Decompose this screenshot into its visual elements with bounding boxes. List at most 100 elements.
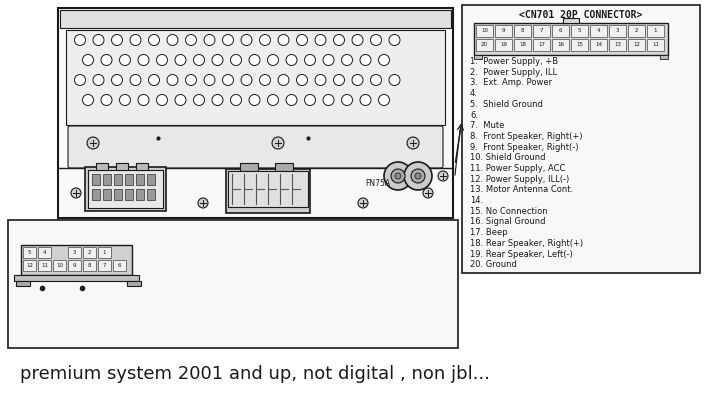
Circle shape xyxy=(149,34,159,45)
Text: 12. Power Supply, ILL(-): 12. Power Supply, ILL(-) xyxy=(470,175,569,184)
Text: 10: 10 xyxy=(56,263,63,268)
Circle shape xyxy=(415,173,421,179)
Circle shape xyxy=(352,75,363,85)
Circle shape xyxy=(204,75,215,85)
Circle shape xyxy=(111,75,123,85)
Text: 7.  Mute: 7. Mute xyxy=(470,121,504,130)
Circle shape xyxy=(411,169,425,183)
Text: 8.  Ground: 8. Ground xyxy=(308,261,355,270)
Text: 3: 3 xyxy=(73,250,76,255)
Text: 6. Audio Right (-): 6. Audio Right (-) xyxy=(153,329,231,338)
Bar xyxy=(68,247,81,258)
Circle shape xyxy=(297,75,307,85)
Bar xyxy=(83,247,96,258)
Bar xyxy=(58,8,453,218)
Bar xyxy=(92,174,100,185)
Text: 3: 3 xyxy=(615,28,619,34)
Text: 17: 17 xyxy=(538,43,545,47)
Circle shape xyxy=(404,162,432,190)
Text: 7.  Audio Left (-): 7. Audio Left (-) xyxy=(308,244,381,253)
Bar xyxy=(228,171,308,207)
Text: 4. Mute: 4. Mute xyxy=(153,295,187,304)
Bar xyxy=(660,55,668,59)
Bar xyxy=(552,39,569,51)
Bar xyxy=(495,25,512,37)
Text: 6.: 6. xyxy=(470,111,478,119)
Circle shape xyxy=(185,75,197,85)
Text: <CN701 20P CONNECTOR>: <CN701 20P CONNECTOR> xyxy=(520,10,643,20)
Bar xyxy=(136,163,148,170)
Bar xyxy=(240,163,258,171)
Text: 19. Rear Speaker, Left(-): 19. Rear Speaker, Left(-) xyxy=(470,250,572,259)
Circle shape xyxy=(360,55,371,65)
Bar xyxy=(21,245,132,275)
Bar xyxy=(563,18,579,23)
Text: 12: 12 xyxy=(26,263,33,268)
Circle shape xyxy=(212,55,223,65)
Circle shape xyxy=(305,55,316,65)
Circle shape xyxy=(157,95,168,105)
Text: 16: 16 xyxy=(557,43,564,47)
Text: 5.  Shield Ground: 5. Shield Ground xyxy=(470,100,543,109)
Text: 11: 11 xyxy=(652,43,659,47)
Text: 11: 11 xyxy=(41,263,48,268)
Bar xyxy=(514,25,531,37)
Text: <CN702 12P CONNECTOR>: <CN702 12P CONNECTOR> xyxy=(16,225,140,235)
Circle shape xyxy=(241,34,252,45)
Bar xyxy=(88,170,163,208)
Bar xyxy=(8,220,458,348)
Bar xyxy=(68,260,81,271)
Circle shape xyxy=(223,34,233,45)
Circle shape xyxy=(231,95,242,105)
Text: 19: 19 xyxy=(500,43,507,47)
Circle shape xyxy=(438,171,448,181)
Text: 12: 12 xyxy=(633,43,640,47)
Text: 3. Signal Ground: 3. Signal Ground xyxy=(153,278,228,287)
Text: 9.  Front Speaker, Right(-): 9. Front Speaker, Right(-) xyxy=(470,142,579,152)
Circle shape xyxy=(93,75,104,85)
Text: 13: 13 xyxy=(614,43,621,47)
Circle shape xyxy=(82,55,94,65)
Circle shape xyxy=(278,34,289,45)
Circle shape xyxy=(395,173,401,179)
Circle shape xyxy=(138,55,149,65)
Text: 9.  Communication TX (-): 9. Communication TX (-) xyxy=(308,278,422,287)
Circle shape xyxy=(101,95,112,105)
Bar xyxy=(514,39,531,51)
Text: 2: 2 xyxy=(634,28,638,34)
Circle shape xyxy=(204,34,215,45)
Bar xyxy=(275,163,293,171)
Circle shape xyxy=(111,34,123,45)
Bar xyxy=(114,174,122,185)
Circle shape xyxy=(360,95,371,105)
Circle shape xyxy=(101,55,112,65)
Text: 1. Audio Right (+): 1. Audio Right (+) xyxy=(153,244,235,253)
Circle shape xyxy=(212,95,223,105)
Text: 1.  Power Supply, +B: 1. Power Supply, +B xyxy=(470,57,558,66)
Circle shape xyxy=(259,75,271,85)
Circle shape xyxy=(379,95,389,105)
Bar xyxy=(147,189,155,200)
Text: 20. Ground: 20. Ground xyxy=(470,260,517,269)
Circle shape xyxy=(286,95,297,105)
Bar xyxy=(83,260,96,271)
Circle shape xyxy=(193,95,204,105)
Circle shape xyxy=(371,34,381,45)
Circle shape xyxy=(71,188,81,198)
Circle shape xyxy=(272,137,284,149)
Bar xyxy=(474,23,668,55)
Circle shape xyxy=(157,55,168,65)
Circle shape xyxy=(130,34,141,45)
Circle shape xyxy=(130,75,141,85)
Circle shape xyxy=(315,75,326,85)
Circle shape xyxy=(175,55,186,65)
Text: premium system 2001 and up, not digital , non jbl...: premium system 2001 and up, not digital … xyxy=(20,365,490,383)
Bar xyxy=(98,247,111,258)
Circle shape xyxy=(323,95,334,105)
Circle shape xyxy=(297,34,307,45)
Text: 16. Signal Ground: 16. Signal Ground xyxy=(470,217,546,227)
Circle shape xyxy=(352,34,363,45)
Text: 7: 7 xyxy=(540,28,544,34)
Bar xyxy=(103,189,111,200)
Circle shape xyxy=(379,55,389,65)
